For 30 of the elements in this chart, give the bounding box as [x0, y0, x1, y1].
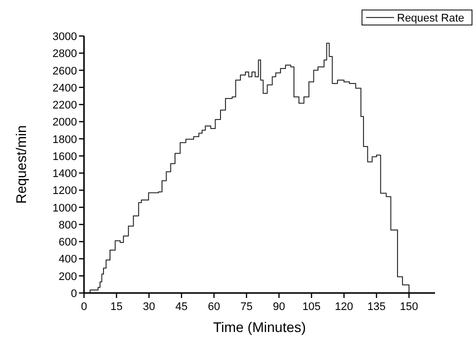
x-tick-label: 135 [367, 301, 386, 313]
y-tick-label: 3000 [52, 31, 77, 43]
y-tick-label: 400 [58, 254, 77, 266]
y-tick-label: 1200 [52, 185, 77, 198]
y-tick-label: 1400 [52, 168, 77, 180]
y-tick-label: 600 [58, 236, 77, 249]
y-tick-label: 0 [70, 288, 77, 300]
y-tick-label: 200 [58, 270, 77, 283]
y-tick-label: 800 [58, 219, 77, 232]
x-tick-label: 90 [272, 301, 286, 313]
x-tick-label: 30 [142, 301, 156, 313]
y-tick-label: 2000 [52, 116, 77, 129]
x-tick-label: 75 [240, 301, 253, 313]
legend-label: Request Rate [397, 12, 464, 24]
y-tick-label: 1800 [52, 134, 77, 146]
y-axis-title: Request/min [13, 125, 29, 204]
y-tick-label: 1600 [52, 150, 77, 163]
y-tick-label: 2600 [52, 65, 77, 78]
x-tick-label: 105 [302, 301, 321, 313]
x-tick-label: 0 [80, 301, 88, 313]
y-tick-label: 2400 [52, 82, 77, 94]
x-tick-label: 60 [208, 301, 220, 313]
y-tick-label: 2800 [52, 48, 77, 60]
x-tick-label: 45 [175, 301, 188, 313]
x-tick-label: 15 [110, 301, 123, 313]
x-tick-label: 120 [334, 301, 354, 313]
x-axis-title: Time (Minutes) [213, 319, 306, 335]
y-tick-label: 1000 [52, 202, 77, 214]
x-tick-label: 150 [400, 301, 418, 313]
y-tick-label: 2200 [52, 100, 77, 112]
